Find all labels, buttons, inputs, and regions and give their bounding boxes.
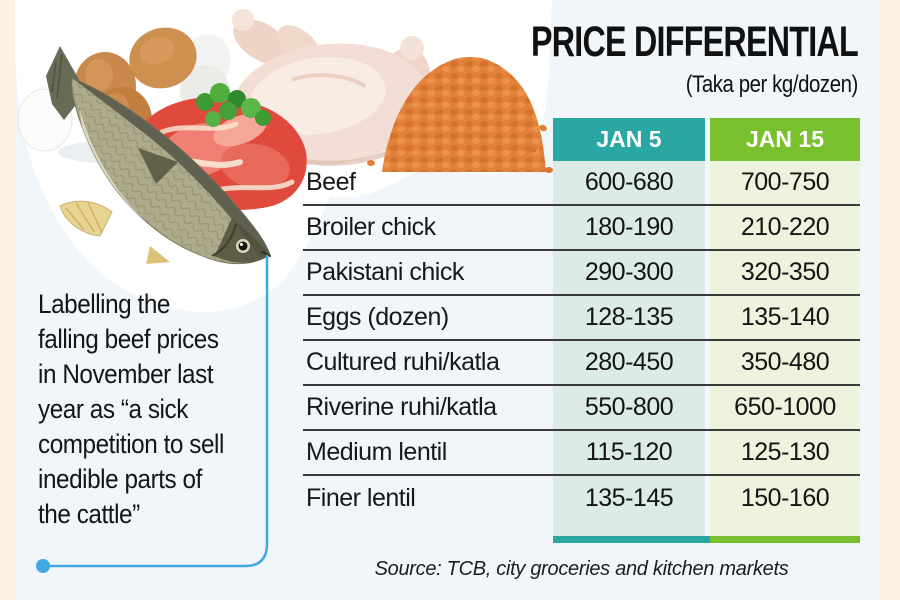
table-row: Beef 600-680 700-750 [303,161,860,206]
row-item-label: Riverine ruhi/katla [306,393,497,421]
quote-line: competition to sell [38,429,224,459]
row-jan15-value: 210-220 [710,206,860,249]
right-edge-strip [880,0,900,600]
table-row: Pakistani chick 290-300 320-350 [303,251,860,296]
jan15-footer-bar [710,536,860,543]
row-jan15-value: 350-480 [710,341,860,384]
row-jan5-value: 135-145 [553,476,705,521]
price-table: JAN 5 JAN 15 Beef 600-680 700-750 Broile… [303,118,860,543]
left-edge-strip [0,0,15,600]
row-jan15-value: 150-160 [710,476,860,521]
column-header-jan15: JAN 15 [710,118,860,161]
row-item-label: Eggs (dozen) [306,303,449,331]
row-item-label: Pakistani chick [306,258,464,286]
table-row: Medium lentil 115-120 125-130 [303,431,860,476]
title-block: PRICE DIFFERENTIAL (Taka per kg/dozen) [422,18,859,99]
row-jan5-value: 550-800 [553,386,705,429]
raw-chicken-photo [231,9,431,166]
parsley-garnish [196,83,271,127]
row-item-label: Broiler chick [306,213,436,241]
row-jan5-value: 290-300 [553,251,705,294]
row-jan5-value: 180-190 [553,206,705,249]
row-jan15-value: 125-130 [710,431,860,474]
table-row: Cultured ruhi/katla 280-450 350-480 [303,341,860,386]
table-row: Finer lentil 135-145 150-160 [303,476,860,521]
row-jan15-value: 135-140 [710,296,860,339]
food-collage-photo [15,0,553,312]
column-header-jan5: JAN 5 [553,118,705,161]
quote-line: the cattle” [38,499,140,529]
page-title: PRICE DIFFERENTIAL [531,18,859,66]
callout-dot [36,559,50,573]
table-tail-row [303,521,860,536]
row-jan15-value: 650-1000 [710,386,860,429]
row-jan15-value: 700-750 [710,161,860,204]
quote-line: Labelling the [38,289,170,319]
table-row: Riverine ruhi/katla 550-800 650-1000 [303,386,860,431]
quote-text: Labelling the falling beef prices in Nov… [38,287,281,532]
table-header-row: JAN 5 JAN 15 [303,118,860,161]
quote-line: inedible parts of [38,464,202,494]
row-jan5-value: 115-120 [553,431,705,474]
table-body: Beef 600-680 700-750 Broiler chick 180-1… [303,161,860,521]
source-note: Source: TCB, city groceries and kitchen … [374,558,789,580]
header-spacer [303,118,553,161]
red-lentils-photo [367,57,553,173]
page-subtitle: (Taka per kg/dozen) [685,71,859,99]
table-row: Broiler chick 180-190 210-220 [303,206,860,251]
row-item-label: Finer lentil [306,484,416,512]
row-item-label: Medium lentil [306,438,447,466]
quote-line: in November last [38,359,214,389]
table-row: Eggs (dozen) 128-135 135-140 [303,296,860,341]
quote-line: falling beef prices [38,324,219,354]
table-footer-bars [303,536,860,543]
row-jan15-value: 320-350 [710,251,860,294]
row-jan5-value: 280-450 [553,341,705,384]
row-jan5-value: 600-680 [553,161,705,204]
row-jan5-value: 128-135 [553,296,705,339]
jan5-footer-bar [553,536,710,543]
quote-line: year as “a sick [38,394,188,424]
row-item-label: Beef [306,168,356,196]
row-item-label: Cultured ruhi/katla [306,348,500,376]
